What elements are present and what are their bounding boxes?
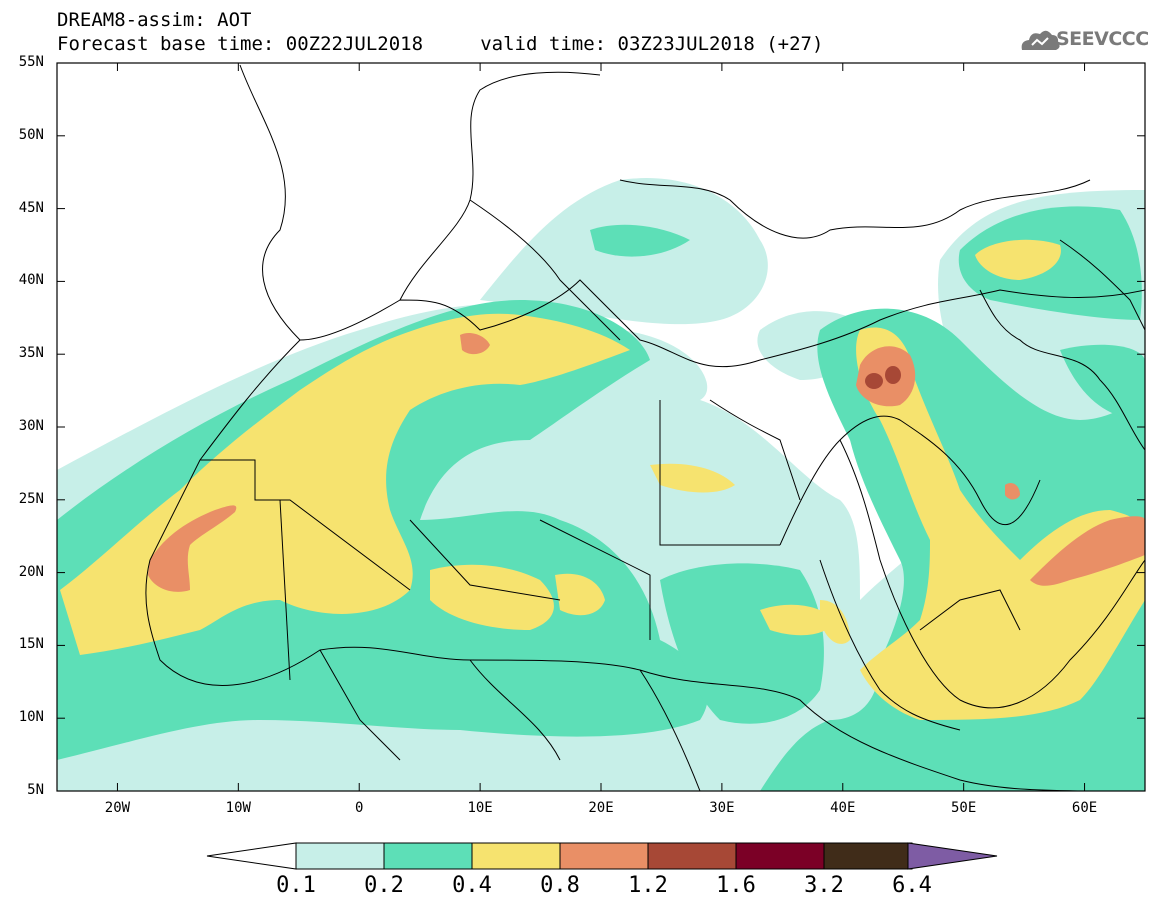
cloud-icon <box>1021 30 1060 50</box>
colorbar-cell <box>295 842 385 870</box>
aot-level-0.4 <box>60 239 1145 720</box>
map-borders <box>145 64 1145 791</box>
forecast-times: Forecast base time: 00Z22JUL2018 valid t… <box>57 33 824 55</box>
colorbar-cell <box>383 842 473 870</box>
colorbar-cell <box>647 842 737 870</box>
lon-label: 10E <box>467 800 493 816</box>
colorbar-cell <box>471 842 561 870</box>
lon-label: 0 <box>355 800 364 816</box>
lat-label: 10N <box>18 709 44 726</box>
logo-text: SEEVCCC <box>1056 28 1149 50</box>
colorbar-label: 0.2 <box>364 873 404 898</box>
lon-label: 60E <box>1071 800 1098 816</box>
colorbar-label: 0.1 <box>276 873 316 898</box>
colorbar-cell <box>823 842 913 870</box>
lat-label: 15N <box>18 636 44 653</box>
colorbar-label: 0.4 <box>452 873 492 898</box>
colorbar-high-triangle <box>907 842 998 870</box>
lat-label: 50N <box>18 126 44 143</box>
lon-label: 10W <box>225 800 251 816</box>
colorbar-cell <box>735 842 825 870</box>
lat-label: 55N <box>18 54 44 70</box>
lon-label: 50E <box>951 800 977 816</box>
colorbar-label: 0.8 <box>540 873 580 898</box>
lon-label: 20E <box>588 800 614 816</box>
lat-label: 5N <box>27 782 44 798</box>
colorbar <box>206 842 998 870</box>
lat-label: 45N <box>18 199 44 216</box>
lat-label: 30N <box>18 418 44 434</box>
colorbar-low-triangle <box>206 842 297 870</box>
colorbar-cell <box>559 842 649 870</box>
lon-label: 20W <box>104 800 131 816</box>
lat-label: 40N <box>18 272 44 289</box>
lat-label: 25N <box>18 490 44 507</box>
lon-label: 40E <box>830 800 856 816</box>
lat-label: 35N <box>18 345 44 362</box>
lon-label: 30E <box>709 800 735 816</box>
colorbar-label: 3.2 <box>804 873 844 898</box>
axis-ticks <box>57 62 1145 792</box>
colorbar-label: 1.2 <box>628 873 668 898</box>
aot-contours <box>57 64 1145 791</box>
colorbar-label: 6.4 <box>892 873 932 898</box>
colorbar-label: 1.6 <box>716 873 756 898</box>
map-title: DREAM8-assim: AOT <box>57 9 252 31</box>
aot-level-1.2 <box>865 366 901 389</box>
lat-label: 20N <box>18 563 44 580</box>
